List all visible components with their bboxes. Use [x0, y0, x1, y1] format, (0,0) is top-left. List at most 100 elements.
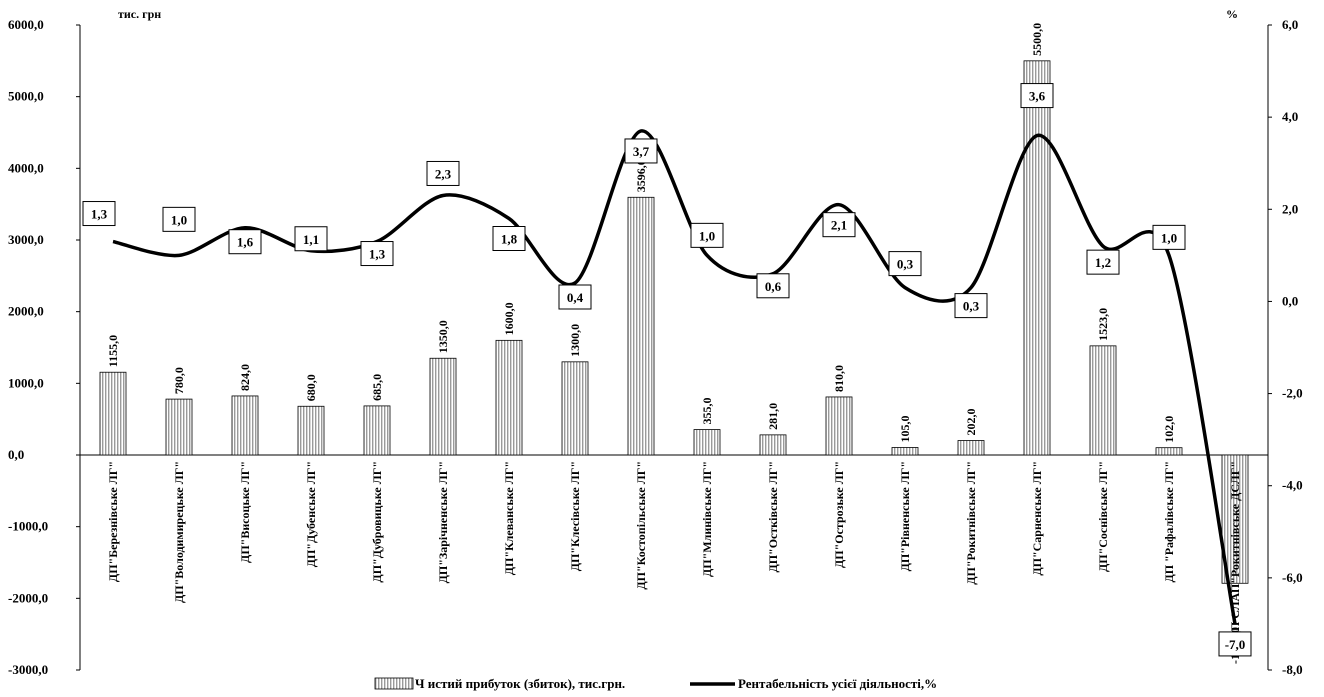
category-label: ДП"Березнівське ЛГ" [106, 461, 120, 582]
bar [825, 396, 853, 456]
line-value-label: 1,6 [237, 235, 254, 250]
bar-value-label: 1523,0 [1096, 308, 1110, 341]
bars [99, 60, 1249, 584]
bar [165, 398, 193, 456]
category-label: ДП СЛАП"Рокитнівське ДСЛГ" [1228, 461, 1242, 639]
bar [1023, 60, 1051, 456]
line-value-box [822, 212, 856, 238]
legend: Ч истий прибуток (збиток), тис.грн. Рента… [374, 676, 937, 691]
line-value-label: 0,3 [897, 257, 914, 272]
category-label: ДП"Острозьке ЛГ" [832, 461, 846, 568]
left-unit-label: тис. грн [118, 7, 161, 21]
category-label: ДП"Клеванське ЛГ" [502, 461, 516, 575]
right-unit-label: % [1226, 7, 1238, 21]
bar-value-label: 3596,0 [634, 159, 648, 192]
line-value-box [426, 160, 460, 186]
line-value-label: 2,3 [435, 166, 452, 181]
line-value-label: 1,0 [699, 228, 715, 243]
category-label: ДП"Володимирецьке ЛГ" [172, 461, 186, 603]
bar-value-label: 5500,0 [1030, 23, 1044, 56]
line-value-label: 2,1 [831, 218, 847, 233]
right-tick-label: -4,0 [1282, 478, 1303, 493]
line-value-box [1152, 224, 1186, 250]
line-value-label: 0,6 [765, 279, 782, 294]
category-label: ДП"Рівненське ЛГ" [898, 461, 912, 571]
line-value-label: 1,2 [1095, 255, 1111, 270]
bar-value-label: 1600,0 [502, 302, 516, 335]
line-value-label: 1,3 [91, 207, 108, 222]
line-value-box [690, 222, 724, 248]
line-value-label: 1,3 [369, 247, 386, 262]
line-value-box [492, 226, 526, 251]
bar [891, 447, 919, 456]
right-tick-label: -6,0 [1282, 570, 1303, 585]
category-label: ДП"Костопільське ЛГ" [634, 461, 648, 590]
category-label: ДП"Рокитнівське ЛГ" [964, 461, 978, 585]
category-label: ДП"Дубенське ЛГ" [304, 461, 318, 567]
axes: 6000,0 5000,0 4000,0 3000,0 2000,0 1000,0 0,0 -… [8, 7, 1303, 677]
left-tick-label: 6000,0 [8, 17, 44, 32]
line-value-label: 0,4 [567, 290, 584, 305]
category-label: ДП"Висоцьке ЛГ" [238, 461, 252, 563]
right-tick-label: -8,0 [1282, 662, 1303, 677]
left-tick-label: -2000,0 [8, 590, 48, 605]
line-value-box [756, 273, 790, 299]
line-value-label: 3,7 [633, 144, 650, 159]
category-label: ДП"Дубровицьке ЛГ" [370, 461, 384, 583]
left-tick-label: -1000,0 [8, 519, 48, 534]
bar [561, 361, 589, 456]
line-value-box [360, 241, 394, 267]
bar [99, 371, 127, 456]
left-tick-label: 1000,0 [8, 375, 44, 390]
left-tick-label: 4000,0 [8, 160, 44, 175]
left-tick-label: 5000,0 [8, 89, 44, 104]
line-value-label: 3,6 [1029, 89, 1046, 104]
line-value-label: 0,3 [963, 299, 980, 314]
legend-label-line: Рентабельність усієї діяльності,% [738, 676, 937, 691]
line-value-box [624, 138, 658, 164]
bar-value-label: 680,0 [304, 374, 318, 401]
bar [957, 440, 985, 456]
bar-value-label: 780,0 [172, 367, 186, 394]
right-tick-label: 2,0 [1282, 201, 1298, 216]
line-value-box [558, 284, 592, 310]
line-value-box [954, 293, 988, 319]
bar-value-label: 105,0 [898, 415, 912, 442]
bar [231, 395, 259, 456]
line-value-box [228, 229, 262, 255]
bar-value-label: 810,0 [832, 365, 846, 392]
bar [1155, 447, 1183, 456]
line-value-box [82, 201, 116, 227]
line-value-box [294, 226, 328, 252]
category-label: ДП"Остківське ЛГ" [766, 461, 780, 573]
line-value-box [1020, 83, 1054, 109]
labels: 1155,0 780,0 824,0 680,0 685,0 1350,0 1600,0 13… [82, 23, 1252, 664]
bar-value-label: 281,0 [766, 403, 780, 430]
bar-value-label: 1300,0 [568, 324, 582, 357]
legend-swatch-bar [374, 677, 414, 690]
bar-value-label: 824,0 [238, 364, 252, 391]
line-value-label: 1,0 [171, 212, 187, 227]
bar-value-label: 1350,0 [436, 320, 450, 353]
right-tick-label: 6,0 [1282, 17, 1298, 32]
bar-value-label: 202,0 [964, 409, 978, 436]
line-value-box [1086, 249, 1120, 275]
bar [627, 196, 655, 456]
right-tick-label: -2,0 [1282, 386, 1303, 401]
bar [363, 405, 391, 456]
left-tick-label: 0,0 [8, 447, 24, 462]
line-value-label: 1,8 [501, 232, 518, 247]
left-tick-label: 2000,0 [8, 304, 44, 319]
line-value-box [162, 206, 196, 232]
bar [429, 357, 457, 456]
line-value-label: 1,0 [1161, 230, 1177, 245]
right-tick-label: 0,0 [1282, 293, 1298, 308]
bar [297, 405, 325, 456]
bar [759, 434, 787, 456]
category-label: ДП"Клесівське ЛГ" [568, 461, 582, 571]
line-value-box [1218, 631, 1252, 657]
line-value-label: 1,1 [303, 232, 319, 247]
legend-label-bar: Ч истий прибуток (збиток), тис.грн. [415, 676, 625, 691]
line-series [112, 129, 1237, 625]
